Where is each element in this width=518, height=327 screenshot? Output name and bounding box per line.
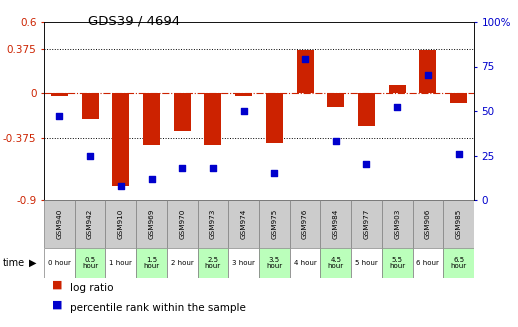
Text: GSM940: GSM940 [56, 209, 62, 239]
Text: GSM974: GSM974 [241, 209, 247, 239]
Bar [259, 248, 290, 278]
Bar [44, 200, 75, 248]
Bar [75, 248, 106, 278]
Point [363, 162, 371, 167]
Text: time: time [3, 258, 25, 268]
Text: GSM910: GSM910 [118, 209, 124, 239]
Text: GSM975: GSM975 [271, 209, 277, 239]
Text: 0.5
hour: 0.5 hour [82, 256, 98, 269]
Bar [290, 248, 321, 278]
Point [332, 139, 340, 144]
Point [86, 153, 94, 158]
Bar [420, 50, 436, 93]
Text: GSM985: GSM985 [456, 209, 462, 239]
Point [117, 183, 125, 188]
Text: GSM903: GSM903 [394, 209, 400, 239]
Text: 3.5
hour: 3.5 hour [266, 256, 282, 269]
Bar [266, 93, 283, 143]
Text: percentile rank within the sample: percentile rank within the sample [70, 303, 246, 313]
Point [270, 171, 279, 176]
Bar [259, 200, 290, 248]
Point [454, 151, 463, 156]
Text: 2 hour: 2 hour [171, 260, 194, 266]
Text: GSM984: GSM984 [333, 209, 339, 239]
Bar [290, 200, 321, 248]
Text: GDS39 / 4694: GDS39 / 4694 [88, 15, 180, 28]
Text: log ratio: log ratio [70, 283, 113, 293]
Text: GSM977: GSM977 [364, 209, 369, 239]
Bar [321, 200, 351, 248]
Text: GSM976: GSM976 [302, 209, 308, 239]
Text: GSM906: GSM906 [425, 209, 431, 239]
Point [239, 108, 248, 113]
Text: ▶: ▶ [28, 258, 36, 268]
Bar [106, 248, 136, 278]
Bar [205, 93, 221, 146]
Text: GSM970: GSM970 [179, 209, 185, 239]
Text: 2.5
hour: 2.5 hour [205, 256, 221, 269]
Bar [51, 93, 68, 95]
Bar [106, 200, 136, 248]
Point [424, 73, 432, 78]
Text: 3 hour: 3 hour [232, 260, 255, 266]
Point [147, 176, 155, 181]
Text: GSM942: GSM942 [87, 209, 93, 239]
Bar [235, 93, 252, 95]
Bar [351, 248, 382, 278]
Bar [174, 93, 191, 131]
Bar [167, 200, 197, 248]
Bar [228, 248, 259, 278]
Bar [228, 200, 259, 248]
Bar [327, 93, 344, 108]
Bar [82, 93, 98, 119]
Bar [136, 200, 167, 248]
Text: GSM969: GSM969 [149, 209, 154, 239]
Text: GSM973: GSM973 [210, 209, 216, 239]
Bar [321, 248, 351, 278]
Bar [443, 200, 474, 248]
Bar [443, 248, 474, 278]
Text: ■: ■ [52, 280, 62, 290]
Text: 0 hour: 0 hour [48, 260, 71, 266]
Bar [412, 248, 443, 278]
Text: 5.5
hour: 5.5 hour [389, 256, 405, 269]
Bar [143, 93, 160, 146]
Bar [136, 248, 167, 278]
Bar [167, 248, 197, 278]
Text: 6 hour: 6 hour [416, 260, 439, 266]
Bar [44, 248, 75, 278]
Text: ■: ■ [52, 300, 62, 310]
Bar [450, 93, 467, 103]
Bar [412, 200, 443, 248]
Text: 6.5
hour: 6.5 hour [451, 256, 467, 269]
Point [393, 105, 401, 110]
Bar [382, 200, 412, 248]
Point [301, 57, 309, 62]
Bar [382, 248, 412, 278]
Text: 5 hour: 5 hour [355, 260, 378, 266]
Bar [112, 93, 130, 186]
Point [55, 114, 64, 119]
Text: 4 hour: 4 hour [294, 260, 316, 266]
Bar [297, 50, 313, 93]
Text: 4.5
hour: 4.5 hour [328, 256, 344, 269]
Bar [75, 200, 106, 248]
Bar [197, 200, 228, 248]
Bar [197, 248, 228, 278]
Text: 1 hour: 1 hour [109, 260, 132, 266]
Point [209, 165, 217, 171]
Bar [358, 93, 375, 127]
Bar [388, 85, 406, 93]
Bar [351, 200, 382, 248]
Text: 1.5
hour: 1.5 hour [143, 256, 160, 269]
Point [178, 165, 186, 171]
